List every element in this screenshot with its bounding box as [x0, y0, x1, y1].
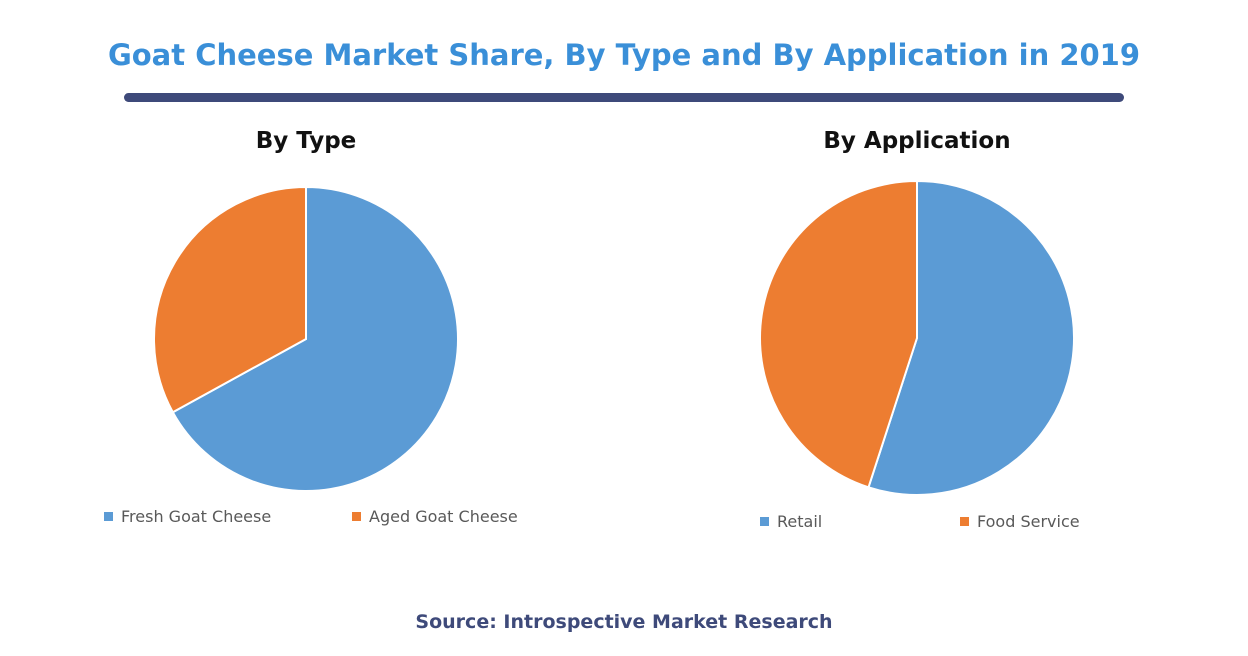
chart-title-by-application: By Application — [823, 128, 1011, 154]
legend-label: Retail — [777, 512, 823, 531]
legend-item-food-service: Food Service — [960, 512, 1080, 531]
legend-label: Fresh Goat Cheese — [121, 507, 272, 526]
page-title: Goat Cheese Market Share, By Type and By… — [107, 38, 1141, 72]
legend-swatch-blue — [104, 512, 113, 521]
legend-label: Aged Goat Cheese — [369, 507, 518, 526]
chart-title-by-type: By Type — [255, 128, 357, 154]
legend-swatch-orange — [960, 517, 969, 526]
legend-label: Food Service — [977, 512, 1080, 531]
title-divider — [124, 93, 1124, 102]
legend-swatch-blue — [760, 517, 769, 526]
pie-slice-fresh-goat-cheese — [171, 185, 459, 492]
pie-slice-retail — [867, 179, 1075, 496]
legend-item-retail: Retail — [760, 512, 822, 531]
pie-slice-aged-goat-cheese — [153, 185, 307, 414]
source-note: Source: Introspective Market Research — [415, 611, 833, 633]
legend-swatch-orange — [352, 512, 361, 521]
legend-item-fresh-goat-cheese: Fresh Goat Cheese — [104, 507, 271, 526]
pie-slice-food-service — [759, 179, 918, 489]
legend-item-aged-goat-cheese: Aged Goat Cheese — [352, 507, 518, 526]
